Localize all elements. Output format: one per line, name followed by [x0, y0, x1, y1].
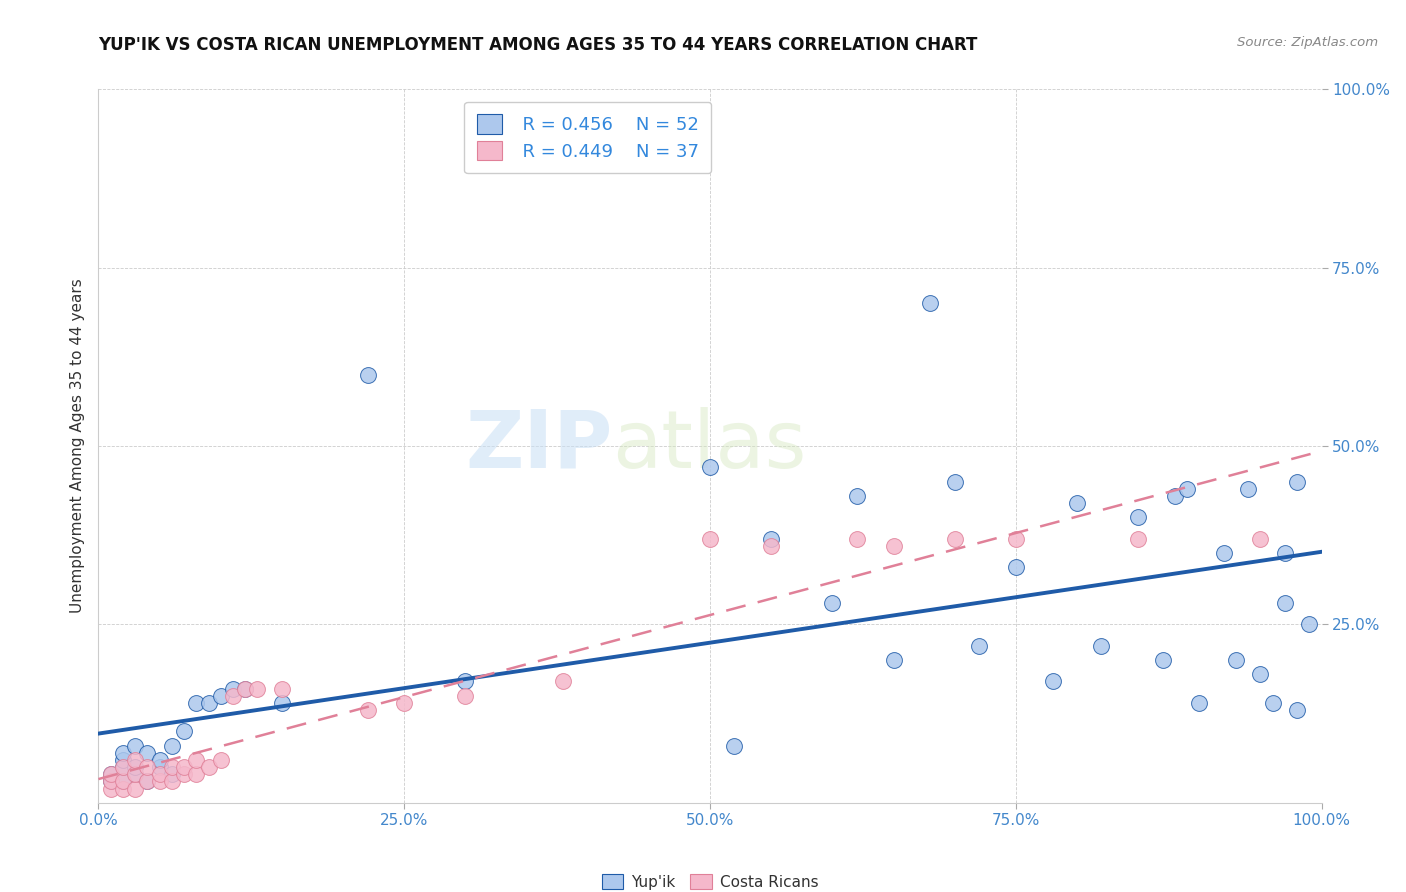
Text: Source: ZipAtlas.com: Source: ZipAtlas.com — [1237, 36, 1378, 49]
Point — [723, 739, 745, 753]
Point — [1090, 639, 1112, 653]
Point — [883, 653, 905, 667]
Point — [1286, 475, 1309, 489]
Point — [197, 696, 219, 710]
Point — [136, 774, 159, 789]
Point — [136, 746, 159, 760]
Point — [149, 774, 172, 789]
Point — [173, 760, 195, 774]
Point — [197, 760, 219, 774]
Point — [270, 696, 294, 710]
Point — [1042, 674, 1064, 689]
Y-axis label: Unemployment Among Ages 35 to 44 years: Unemployment Among Ages 35 to 44 years — [69, 278, 84, 614]
Point — [1249, 532, 1271, 546]
Point — [100, 774, 122, 789]
Point — [270, 681, 294, 696]
Point — [1298, 617, 1320, 632]
Point — [209, 753, 232, 767]
Point — [160, 774, 183, 789]
Point — [124, 767, 146, 781]
Point — [883, 539, 905, 553]
Point — [845, 532, 868, 546]
Point — [1274, 596, 1296, 610]
Point — [100, 767, 122, 781]
Point — [1188, 696, 1211, 710]
Point — [100, 781, 122, 796]
Point — [149, 767, 172, 781]
Point — [124, 767, 146, 781]
Point — [111, 753, 134, 767]
Point — [111, 760, 134, 774]
Point — [761, 539, 783, 553]
Text: atlas: atlas — [612, 407, 807, 485]
Point — [111, 774, 134, 789]
Point — [111, 760, 134, 774]
Point — [454, 674, 477, 689]
Point — [1128, 532, 1150, 546]
Point — [821, 596, 844, 610]
Point — [186, 767, 208, 781]
Point — [943, 532, 966, 546]
Point — [111, 746, 134, 760]
Point — [920, 296, 942, 310]
Point — [149, 760, 172, 774]
Point — [1152, 653, 1174, 667]
Point — [699, 460, 721, 475]
Point — [1004, 532, 1026, 546]
Point — [233, 681, 256, 696]
Point — [761, 532, 783, 546]
Point — [222, 681, 245, 696]
Point — [454, 689, 477, 703]
Point — [246, 681, 269, 696]
Point — [124, 753, 146, 767]
Point — [1128, 510, 1150, 524]
Point — [124, 739, 146, 753]
Point — [100, 774, 122, 789]
Point — [136, 774, 159, 789]
Text: YUP'IK VS COSTA RICAN UNEMPLOYMENT AMONG AGES 35 TO 44 YEARS CORRELATION CHART: YUP'IK VS COSTA RICAN UNEMPLOYMENT AMONG… — [98, 36, 977, 54]
Point — [111, 774, 134, 789]
Point — [1274, 546, 1296, 560]
Point — [173, 767, 195, 781]
Point — [1286, 703, 1309, 717]
Point — [149, 753, 172, 767]
Point — [136, 760, 159, 774]
Point — [1249, 667, 1271, 681]
Point — [124, 781, 146, 796]
Point — [356, 703, 378, 717]
Point — [209, 689, 232, 703]
Point — [967, 639, 990, 653]
Point — [1212, 546, 1234, 560]
Point — [845, 489, 868, 503]
Point — [1225, 653, 1247, 667]
Point — [124, 760, 146, 774]
Point — [392, 696, 416, 710]
Legend: Yup'ik, Costa Ricans: Yup'ik, Costa Ricans — [596, 868, 824, 892]
Point — [553, 674, 575, 689]
Point — [1066, 496, 1088, 510]
Point — [1004, 560, 1026, 574]
Point — [173, 724, 195, 739]
Point — [222, 689, 245, 703]
Point — [1175, 482, 1198, 496]
Point — [160, 739, 183, 753]
Text: ZIP: ZIP — [465, 407, 612, 485]
Point — [160, 767, 183, 781]
Point — [100, 767, 122, 781]
Point — [1261, 696, 1284, 710]
Point — [699, 532, 721, 546]
Point — [160, 760, 183, 774]
Point — [356, 368, 378, 382]
Point — [1164, 489, 1187, 503]
Point — [186, 696, 208, 710]
Point — [233, 681, 256, 696]
Point — [186, 753, 208, 767]
Point — [1237, 482, 1260, 496]
Point — [111, 781, 134, 796]
Point — [943, 475, 966, 489]
